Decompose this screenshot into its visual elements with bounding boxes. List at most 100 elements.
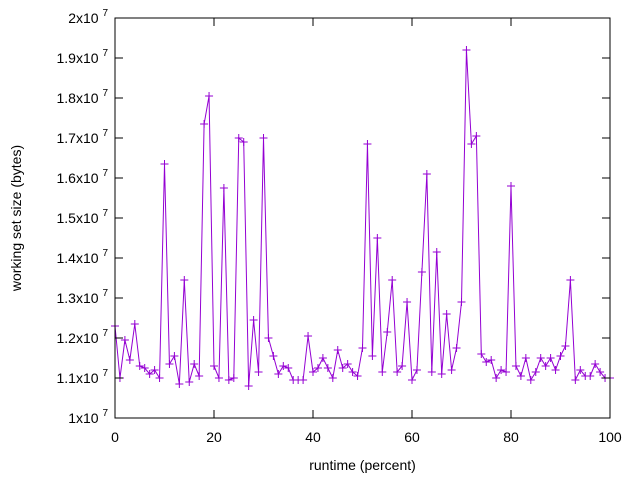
data-point [229,374,238,382]
data-point [427,368,436,376]
x-tick-label: 100 [598,429,622,445]
data-point [591,360,600,368]
data-point [234,134,243,142]
data-point [403,298,412,306]
plot-frame [114,17,611,419]
data-point [556,352,565,360]
y-axis-label: working set size (bytes) [8,145,24,292]
data-point [383,328,392,336]
data-point [432,248,441,256]
data-point [140,364,149,372]
data-point [145,370,154,378]
data-point [531,368,540,376]
x-axis-label: runtime (percent) [309,457,416,473]
data-point [348,368,357,376]
data-point [516,372,525,380]
y-tick-label: 1.4x10 7 [57,248,109,266]
axes: 0 20 40 60 80 100 1x10 7 1.1x10 7 1.2x10 7 1.3x10… [57,8,622,445]
x-tick-label: 20 [206,429,222,445]
data-point [452,344,461,352]
data-point [249,316,258,324]
data-point [338,364,347,372]
data-point [358,344,367,352]
data-point [299,376,308,384]
data-point [378,368,387,376]
y-tick-label: 1.8x10 7 [57,88,109,106]
data-point [492,374,501,382]
data-point [259,134,268,142]
data-point [507,182,515,190]
data-point [309,368,317,376]
data-point [497,366,506,374]
data-point [571,376,580,384]
data-point [135,362,144,370]
data-point [541,362,550,370]
data-point [576,366,585,374]
data-point [388,276,397,284]
data-point [205,92,214,100]
data-point [150,366,159,374]
data-point [408,376,416,384]
data-point [219,184,228,192]
data-point [269,352,278,360]
data-point [180,276,189,284]
data-point [284,364,293,372]
y-tick-label: 1.2x10 7 [57,328,109,346]
data-point [214,374,223,382]
data-point [155,374,164,382]
data-point [323,364,332,372]
x-tick-label: 0 [111,429,119,445]
data-point [442,310,451,318]
y-tick-label: 1.6x10 7 [57,168,109,186]
data-point [304,332,313,340]
data-point [165,360,174,368]
data-point [239,138,248,146]
data-point [586,372,595,380]
data-point [353,372,362,380]
data-point [224,376,233,384]
data-point [437,370,446,378]
y-tick-label: 1.3x10 7 [57,288,109,306]
data-point [328,374,337,382]
data-point [477,350,486,358]
data-point [526,376,535,384]
data-point [561,342,570,350]
x-tick-label: 60 [404,429,420,445]
y-tick-label: 1.9x10 7 [57,48,109,66]
data-point [398,362,407,370]
y-tick-label: 1.7x10 7 [57,128,109,146]
data-point [457,298,466,306]
data-point [393,368,402,376]
data-point [244,382,253,390]
data-point [254,368,263,376]
data-point [363,140,372,148]
data-point [551,366,560,374]
data-point [200,120,209,128]
data-point [185,378,194,386]
data-point [264,334,273,342]
y-tick-label: 2x10 7 [68,8,108,26]
data-point [487,356,496,364]
data-point [536,354,545,362]
data-point [502,368,511,376]
data-point [472,132,481,140]
y-tick-label: 1.1x10 7 [57,368,109,386]
y-tick-label: 1.5x10 7 [57,208,109,226]
data-point [447,366,456,374]
data-point [412,366,421,374]
data-point [175,380,184,388]
data-point [343,360,352,368]
data-point [368,352,377,360]
data-point [333,346,342,354]
data-point [160,160,169,168]
data-point [462,46,471,54]
data-point [120,336,129,344]
data-point [566,276,575,284]
data-point [417,268,426,276]
data-point [318,354,327,362]
data-point [274,370,283,378]
data-point [125,356,134,364]
data-point [546,354,555,362]
data-point [422,170,431,178]
